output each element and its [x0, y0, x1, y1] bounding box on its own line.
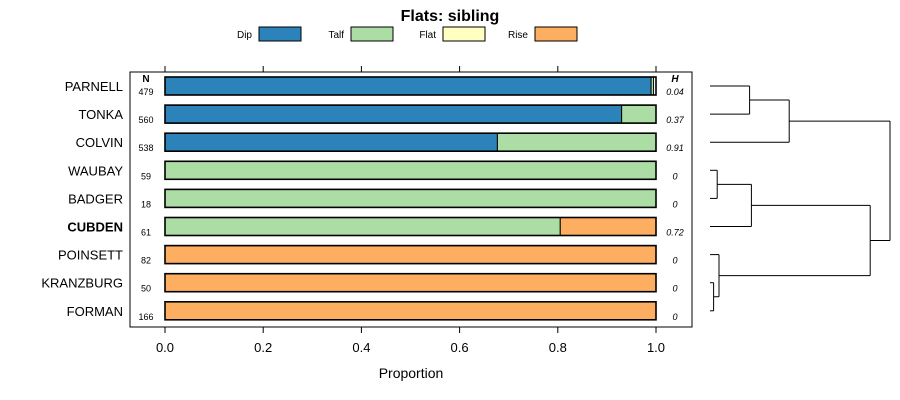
row-label-badger: BADGER — [68, 191, 123, 206]
x-tick-label-2: 0.4 — [352, 340, 370, 355]
h-value-badger: 0 — [672, 199, 677, 209]
n-value-tonka: 560 — [138, 115, 153, 125]
n-column-header: N — [142, 74, 149, 85]
n-value-colvin: 538 — [138, 143, 153, 153]
bar-tonka-dip — [164, 104, 623, 124]
x-axis-label: Proportion — [379, 365, 444, 381]
x-tick-label-5: 1.0 — [647, 340, 665, 355]
row-label-waubay: WAUBAY — [68, 163, 123, 178]
legend-swatch-dip — [258, 26, 302, 42]
bar-outline-kranzburg — [164, 272, 657, 293]
bar-outline-waubay — [164, 160, 657, 181]
bar-tonka-talf — [621, 104, 657, 124]
legend: Dip Talf Flat Rise — [237, 26, 578, 42]
legend-swatch-flat — [442, 26, 486, 42]
x-tick-label-4: 0.8 — [549, 340, 567, 355]
legend-swatch-rise — [534, 26, 578, 42]
legend-label-flat: Flat — [419, 30, 436, 41]
row-label-forman: FORMAN — [67, 304, 123, 319]
legend-swatch-talf — [350, 26, 394, 42]
h-value-parnell: 0.04 — [666, 87, 684, 97]
bar-colvin-dip — [164, 132, 498, 152]
bar-badger-talf — [164, 188, 657, 208]
h-value-colvin: 0.91 — [666, 143, 684, 153]
row-label-tonka: TONKA — [78, 107, 123, 122]
bar-rows: PARNELL 479 0.04 TONKA 560 0.37 COLVIN 538 0.91 W… — [41, 76, 685, 322]
bar-parnell-talf — [650, 76, 655, 96]
bar-outline-badger — [164, 188, 657, 209]
n-value-badger: 18 — [141, 199, 151, 209]
row-label-cubden: CUBDEN — [67, 220, 123, 235]
h-value-poinsett: 0 — [672, 256, 677, 266]
x-tick-label-3: 0.6 — [451, 340, 469, 355]
bar-outline-parnell — [164, 76, 657, 96]
h-value-cubden: 0.72 — [666, 228, 684, 238]
h-value-forman: 0 — [672, 312, 677, 322]
n-value-parnell: 479 — [138, 87, 153, 97]
n-value-forman: 166 — [138, 312, 153, 322]
legend-label-talf: Talf — [328, 30, 344, 41]
n-value-poinsett: 82 — [141, 256, 151, 266]
x-axis: 0.0 0.2 0.4 0.6 0.8 1.0 — [156, 66, 665, 355]
h-value-tonka: 0.37 — [666, 115, 685, 125]
bar-outline-tonka — [164, 104, 657, 124]
plot-frame — [129, 71, 693, 328]
h-column-header: H — [671, 74, 679, 85]
bar-cubden-talf — [164, 217, 561, 236]
n-value-cubden: 61 — [141, 228, 151, 238]
n-value-waubay: 59 — [141, 171, 151, 181]
bar-outline-poinsett — [164, 244, 657, 265]
x-tick-label-1: 0.2 — [254, 340, 272, 355]
row-label-poinsett: POINSETT — [58, 248, 123, 263]
n-value-kranzburg: 50 — [141, 284, 151, 294]
bar-outline-forman — [164, 300, 657, 321]
bar-cubden-rise — [559, 217, 657, 236]
bar-outline-colvin — [164, 132, 657, 152]
h-value-kranzburg: 0 — [672, 284, 677, 294]
legend-label-rise: Rise — [508, 30, 528, 41]
bar-kranzburg-rise — [164, 273, 657, 293]
row-label-colvin: COLVIN — [76, 135, 123, 150]
bar-waubay-talf — [164, 160, 657, 180]
row-label-parnell: PARNELL — [65, 79, 123, 94]
bar-poinsett-rise — [164, 245, 657, 265]
chart-title: Flats: sibling — [401, 8, 500, 25]
bar-colvin-talf — [496, 132, 657, 152]
bar-outline-cubden — [164, 216, 657, 237]
h-value-waubay: 0 — [672, 171, 677, 181]
x-tick-label-0: 0.0 — [156, 340, 174, 355]
row-label-kranzburg: KRANZBURG — [41, 276, 123, 291]
bar-forman-rise — [164, 301, 657, 321]
bar-parnell-dip — [164, 76, 652, 96]
legend-label-dip: Dip — [237, 30, 252, 41]
dendrogram — [710, 85, 891, 312]
